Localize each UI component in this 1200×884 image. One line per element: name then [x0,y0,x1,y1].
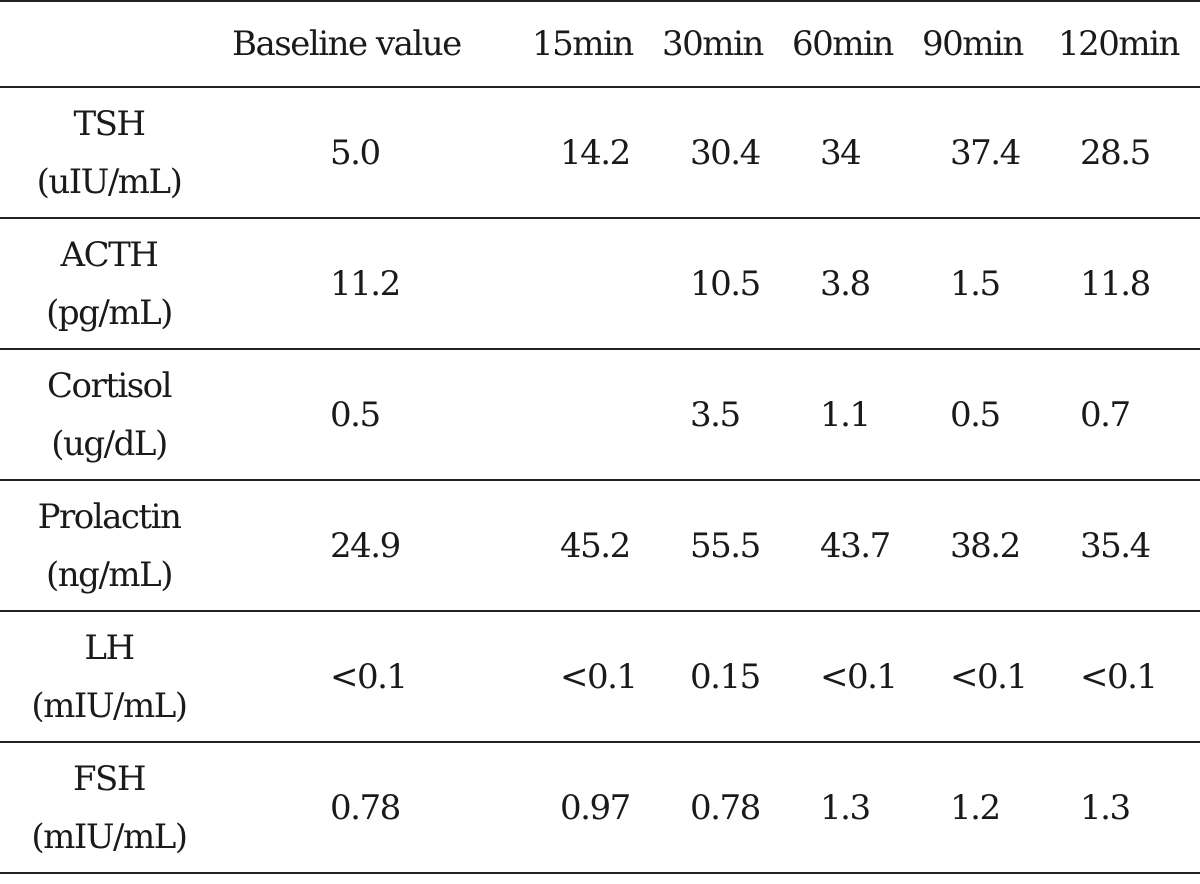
cell-30min: 0.78 [690,787,761,828]
cell-60min: <0.1 [820,656,898,697]
table-row-prolactin: Prolactin (ng/mL) 24.9 45.2 55.5 43.7 38… [0,480,1200,611]
cell-60min: 3.8 [820,263,871,304]
cell-60min: 1.3 [820,787,871,828]
cell-120min: 0.7 [1080,394,1131,435]
row-label: Cortisol (ug/dL) [0,349,218,480]
cell-15min: <0.1 [560,656,638,697]
cell-90min: 1.2 [950,787,1001,828]
cell-120min: <0.1 [1080,656,1158,697]
header-15min: 15min [532,24,634,64]
row-label: TSH (uIU/mL) [0,87,218,218]
cell-60min: 43.7 [820,525,891,566]
analyte-unit: (ng/mL) [46,554,173,595]
cell-baseline: <0.1 [330,656,408,697]
cell-baseline: 11.2 [330,263,401,304]
cell-30min: 3.5 [690,394,741,435]
cell-15min: 0.97 [560,787,631,828]
analyte-name: LH [84,627,135,668]
analyte-name: ACTH [60,234,159,275]
header-90min: 90min [922,24,1024,64]
cell-baseline: 5.0 [330,132,381,173]
cell-30min: 30.4 [690,132,761,173]
cell-baseline: 0.5 [330,394,381,435]
cell-30min: 55.5 [690,525,761,566]
table-row-cortisol: Cortisol (ug/dL) 0.5 3.5 1.1 0.5 0.7 [0,349,1200,480]
header-baseline: Baseline value [232,24,462,64]
analyte-name: Cortisol [46,365,173,406]
cell-90min: 1.5 [950,263,1001,304]
header-30min: 30min [662,24,764,64]
header-60min: 60min [792,24,894,64]
cell-15min [520,349,660,480]
analyte-unit: (mIU/mL) [31,685,188,726]
analyte-unit: (uIU/mL) [36,161,183,202]
analyte-unit: (pg/mL) [46,292,173,333]
cell-60min: 1.1 [820,394,871,435]
cell-90min: <0.1 [950,656,1028,697]
row-label: LH (mIU/mL) [0,611,218,742]
analyte-name: FSH [72,758,147,799]
cell-15min: 45.2 [560,525,631,566]
header-empty [0,1,218,87]
cell-30min: 0.15 [690,656,761,697]
cell-120min: 1.3 [1080,787,1131,828]
cell-90min: 38.2 [950,525,1021,566]
table-row-acth: ACTH (pg/mL) 11.2 10.5 3.8 1.5 11.8 [0,218,1200,349]
row-label: FSH (mIU/mL) [0,742,218,873]
cell-baseline: 0.78 [330,787,401,828]
cell-90min: 0.5 [950,394,1001,435]
row-label: ACTH (pg/mL) [0,218,218,349]
analyte-unit: (ug/dL) [51,423,168,464]
analyte-name: TSH [73,103,146,144]
table-row-tsh: TSH (uIU/mL) 5.0 14.2 30.4 34 37.4 28.5 [0,87,1200,218]
table-header-row: Baseline value 15min 30min 60min 90min 1… [0,1,1200,87]
header-120min: 120min [1058,24,1180,64]
cell-90min: 37.4 [950,132,1021,173]
cell-baseline: 24.9 [330,525,401,566]
cell-15min [520,218,660,349]
analyte-unit: (mIU/mL) [31,816,188,857]
cell-60min: 34 [820,132,862,173]
cell-120min: 28.5 [1080,132,1151,173]
analyte-name: Prolactin [37,496,182,537]
cell-30min: 10.5 [690,263,761,304]
cell-120min: 11.8 [1080,263,1151,304]
table-row-lh: LH (mIU/mL) <0.1 <0.1 0.15 <0.1 <0.1 <0.… [0,611,1200,742]
row-label: Prolactin (ng/mL) [0,480,218,611]
cell-15min: 14.2 [560,132,631,173]
table-row-fsh: FSH (mIU/mL) 0.78 0.97 0.78 1.3 1.2 1.3 [0,742,1200,873]
cell-120min: 35.4 [1080,525,1151,566]
